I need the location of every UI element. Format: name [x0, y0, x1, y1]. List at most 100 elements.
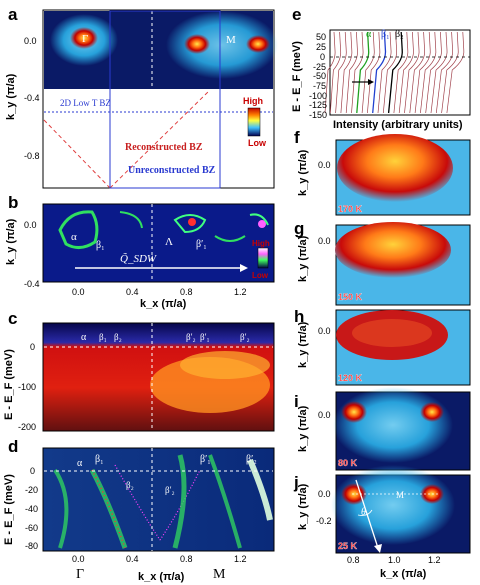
edc-curve — [404, 31, 420, 114]
panel-a: a Γ M 2D Low T BZ Reconstructed BZ Unrec… — [5, 5, 278, 189]
a-ytick-1: -0.4 — [24, 93, 40, 103]
d-ytick-0: 0 — [30, 466, 35, 476]
a-ytick-2: -0.8 — [24, 151, 40, 161]
e-ytick-1: 25 — [316, 42, 326, 52]
panel-f-temp: 170 K — [338, 204, 363, 214]
panel-c: c α β₁ β₂ β′₂ β′₁ β′₂ 0 -100 -200 E - E_… — [3, 309, 275, 432]
e-band-1: β₁ — [381, 29, 390, 40]
d-xtick-0: 0.0 — [72, 554, 85, 564]
d-band-4: β′₁ — [200, 454, 211, 465]
b-xtick-2: 0.8 — [180, 287, 193, 297]
alpha-contour — [58, 210, 99, 249]
panel-f-blob — [337, 134, 453, 202]
panel-e-label: e — [292, 5, 301, 24]
d-ylabel: E - E_F (meV) — [3, 474, 15, 545]
edc-curve — [367, 31, 381, 114]
c-band-1: β₁ — [99, 332, 107, 342]
cbar-high-a: High — [243, 96, 263, 106]
b-band-alpha: α — [71, 231, 77, 243]
colorbar-b — [257, 247, 269, 269]
lambda-contour — [173, 214, 207, 234]
d-xtick-2: 0.8 — [180, 554, 193, 564]
c-band-2: β₂ — [114, 332, 122, 342]
edc-curve — [409, 31, 426, 114]
edc-curve — [435, 31, 453, 114]
f-ylabel: k_y (π/a) — [297, 149, 309, 196]
panel-h-temp: 120 K — [338, 373, 363, 383]
e-ytick-0: 50 — [316, 32, 326, 42]
b-ytick-0: 0.0 — [24, 220, 37, 230]
edc-curve — [398, 31, 414, 114]
edc-curve — [356, 31, 370, 114]
e-ytick-5: -75 — [313, 81, 326, 91]
panel-j-m: M — [396, 490, 404, 500]
c-ylabel: E - E_F (meV) — [3, 349, 15, 420]
d-band-5: β′₂ — [246, 454, 257, 465]
b-ytick-1: -0.4 — [24, 279, 40, 289]
b-band-lambda: Λ — [165, 236, 173, 248]
panel-j-arrow — [355, 479, 379, 549]
f-ytick: 0.0 — [318, 160, 331, 170]
m-spot-right — [246, 35, 270, 53]
g-ylabel: k_y (π/a) — [297, 235, 309, 282]
edc-curve — [441, 31, 459, 114]
i-ytick: 0.0 — [318, 410, 331, 420]
panel-j-theta: θ — [361, 507, 366, 518]
b-xlabel: k_x (π/a) — [140, 298, 187, 310]
c-ytick-0: 0 — [30, 342, 35, 352]
b-band-beta1: β₁ — [96, 240, 105, 251]
panel-j-label: j — [293, 473, 299, 492]
edc-curve — [361, 31, 375, 114]
e-ylabel: E - E_F (meV) — [291, 41, 303, 112]
m-point-label: M — [226, 34, 236, 46]
panel-b: b α β₁ Λ β′₁ Q̃_SDW High Low 0.0 -0.4 0.… — [5, 193, 275, 310]
panel-h-label: h — [294, 307, 304, 326]
c-band-4: β′₁ — [200, 332, 210, 342]
panel-g-label: g — [294, 219, 304, 238]
edc-curve — [377, 31, 392, 114]
e-band-0: α — [366, 29, 372, 40]
a-ytick-0: 0.0 — [24, 36, 37, 46]
m-spot-left — [184, 34, 210, 54]
d-ytick-4: -80 — [25, 541, 38, 551]
j-xtick-1: 1.0 — [388, 555, 401, 565]
b-xtick-0: 0.0 — [72, 287, 85, 297]
d-ytick-2: -40 — [25, 504, 38, 514]
panel-i-label: i — [294, 392, 299, 411]
e-ytick-4: -50 — [313, 71, 326, 81]
panel-a-label: a — [8, 5, 18, 24]
b-xtick-3: 1.2 — [234, 287, 247, 297]
panel-c-label: c — [8, 309, 17, 328]
panel-f-label: f — [294, 128, 300, 147]
edc-curves — [324, 31, 465, 114]
panel-e: e α β₁ β₂ 50 25 0 -25 -50 -75 -100 -125 … — [291, 5, 471, 131]
panel-d: d α β₁ β₂ β′₂ β′₁ β′₂ 0 -20 -40 -60 -80 … — [3, 437, 275, 583]
e-ytick-6: -100 — [309, 91, 327, 101]
edc-curve — [387, 31, 403, 114]
panel-d-label: d — [8, 437, 18, 456]
recon-bz-left — [43, 119, 111, 189]
panel-g-temp: 150 K — [338, 292, 363, 302]
d-m-label: M — [213, 567, 226, 582]
edc-curve — [393, 31, 409, 114]
edc-curve — [420, 31, 437, 114]
edc-curve — [382, 31, 398, 114]
panel-b-map — [42, 203, 275, 283]
edc-curve — [425, 31, 442, 114]
temp-panels: f 170 K 0.0 k_y (π/a) g 150 K 0.0 k_y (π… — [293, 128, 471, 580]
edc-curve — [345, 31, 358, 114]
d-ytick-3: -60 — [25, 523, 38, 533]
colorbar-a — [247, 107, 261, 137]
j-ylabel: k_y (π/a) — [297, 483, 309, 530]
edc-curve — [414, 31, 431, 114]
panel-j-temp: 25 K — [338, 541, 358, 551]
edc-curve — [340, 31, 353, 114]
legend-unrecon-bz: Unreconstructed BZ — [128, 165, 216, 176]
d-band-2: β₂ — [126, 480, 134, 490]
d-gamma-label: Γ — [76, 567, 84, 582]
h-ytick: 0.0 — [318, 326, 331, 336]
edc-curve — [335, 31, 347, 114]
edc-curve — [329, 31, 342, 114]
e-ytick-7: -125 — [309, 100, 327, 110]
d-band-3: β′₂ — [165, 485, 175, 495]
